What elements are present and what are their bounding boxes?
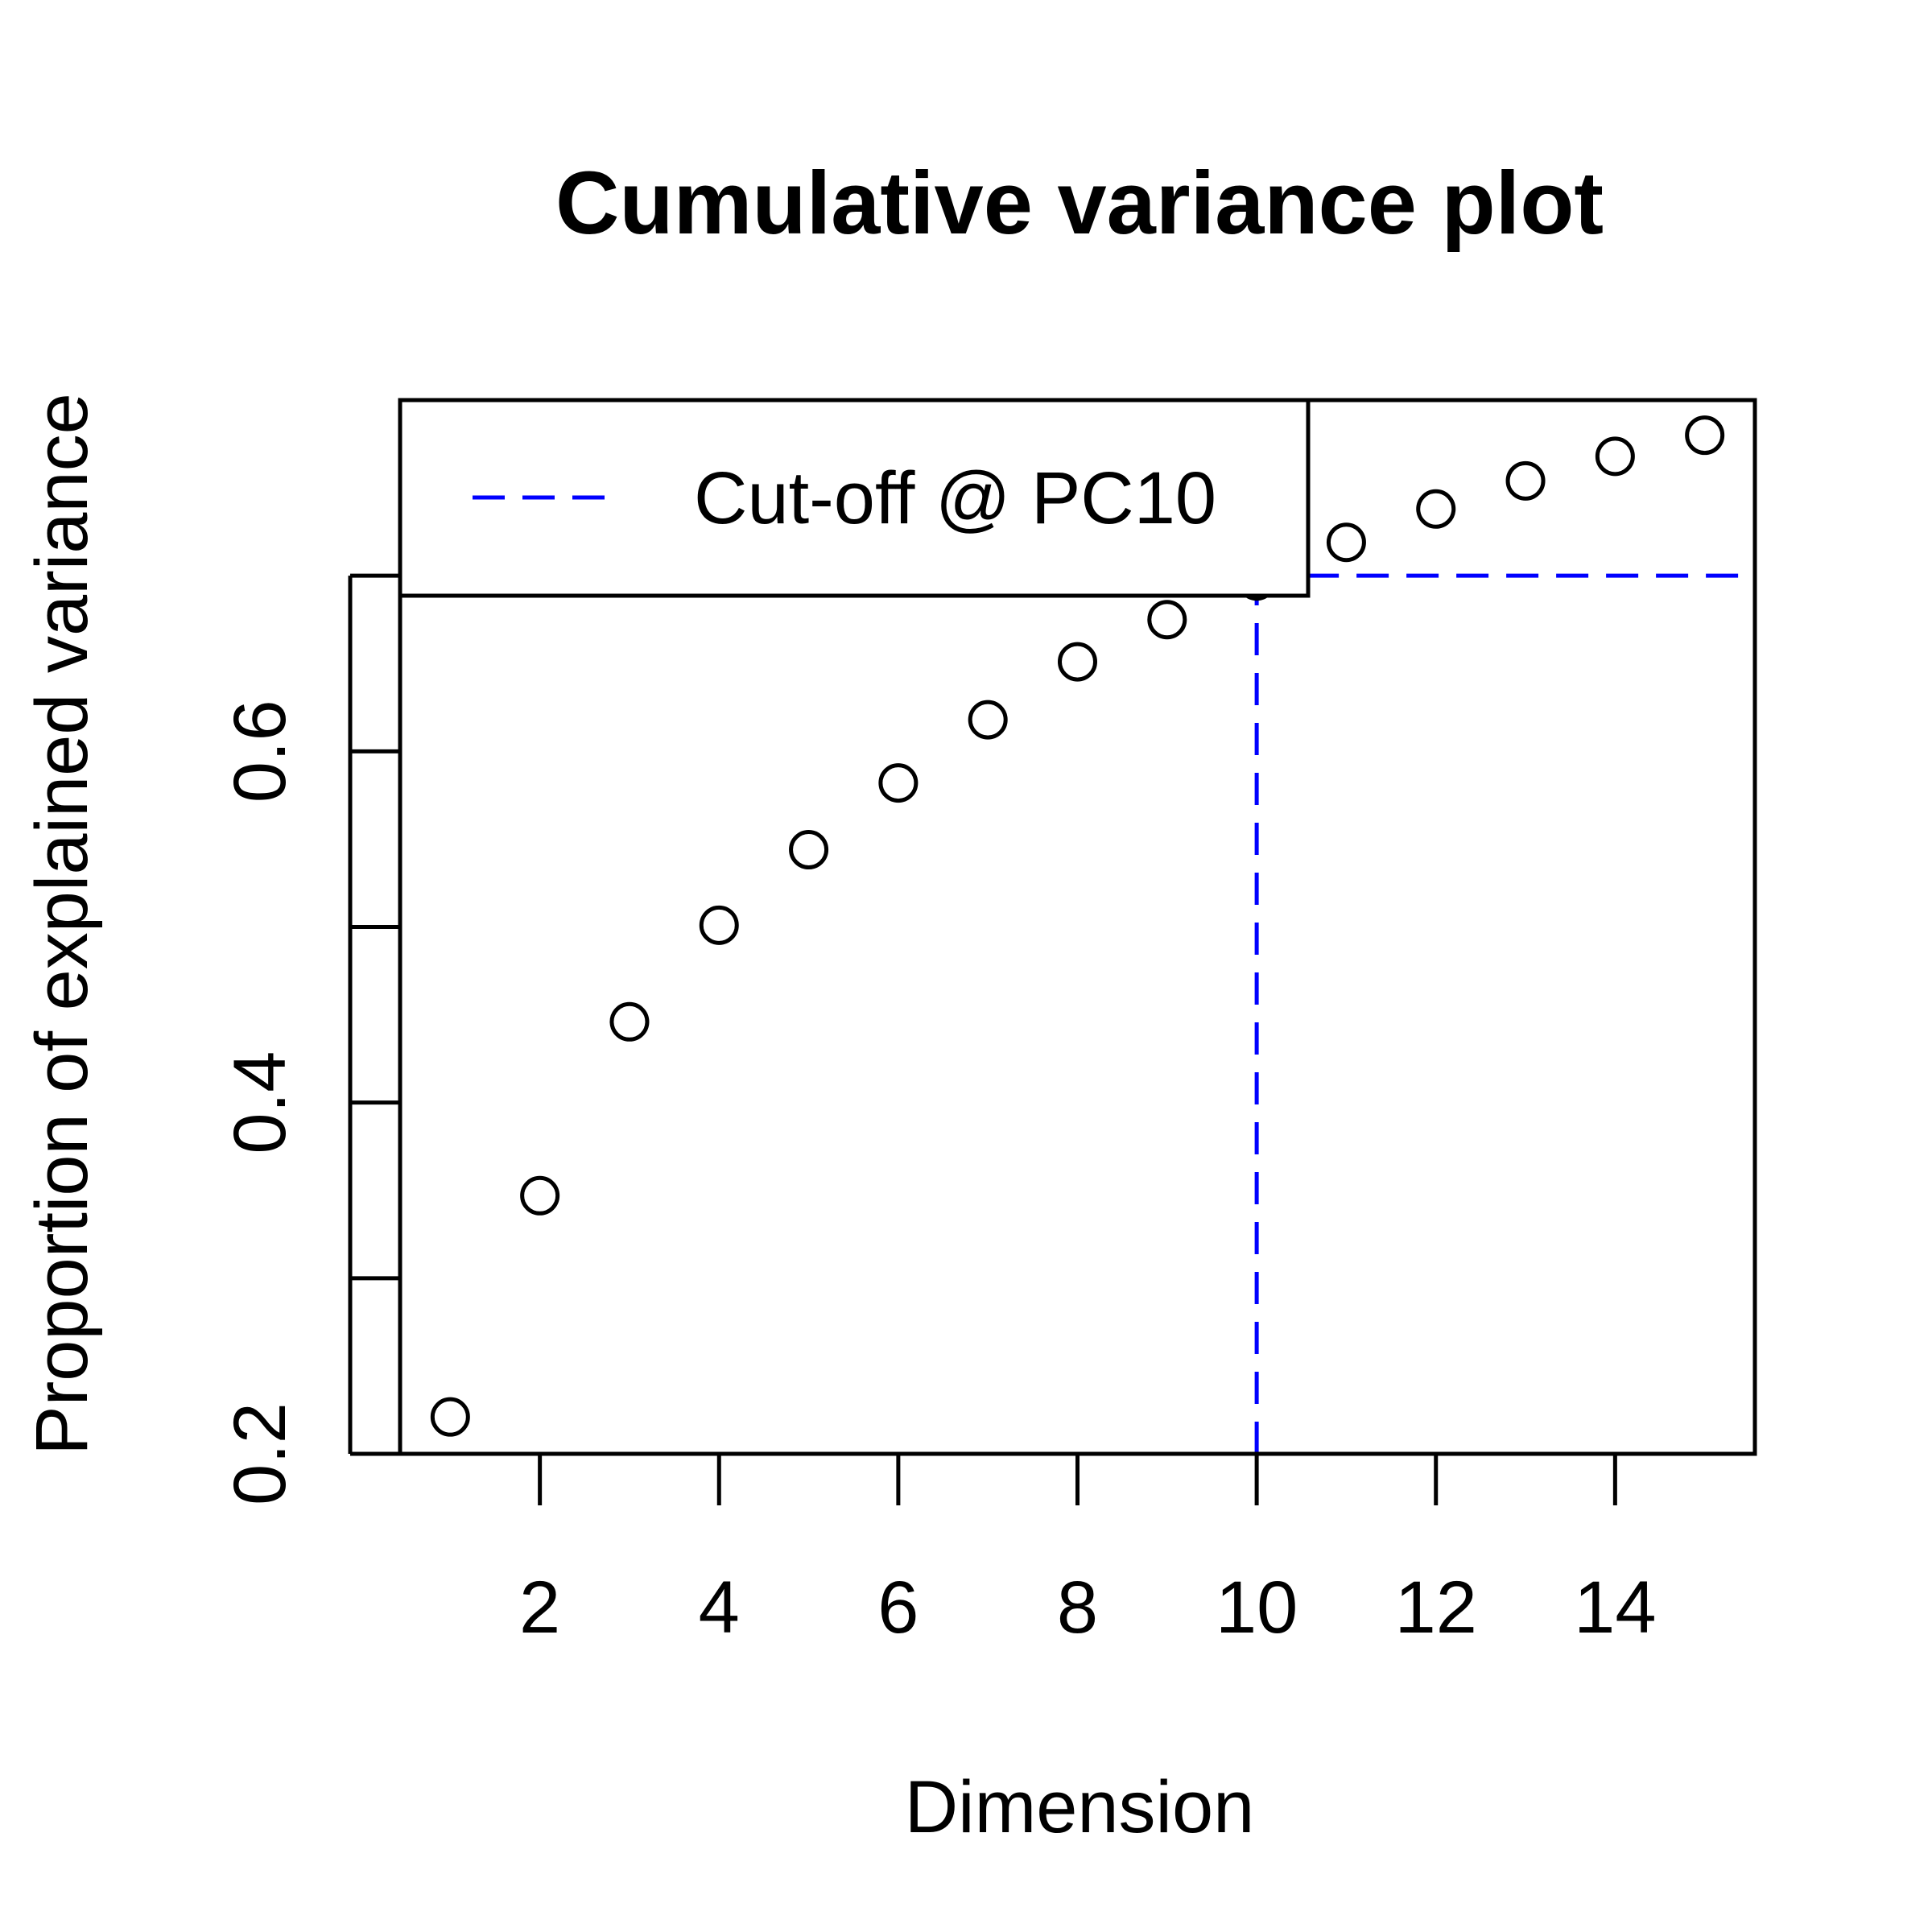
- data-point: [878, 763, 919, 803]
- data-point: [1595, 436, 1635, 477]
- data-point: [968, 700, 1008, 740]
- data-point: [1505, 460, 1546, 501]
- data-point: [789, 830, 829, 870]
- data-point: [520, 1175, 560, 1216]
- chart-title: Cumulative variance plot: [555, 154, 1604, 253]
- legend-label: Cut-off @ PC10: [694, 457, 1216, 539]
- x-axis: 2 4 6 8 10 12 14: [519, 1451, 1657, 1649]
- y-axis-label: Proportion of explained variance: [21, 393, 103, 1455]
- y-tick-label: 0.4: [219, 1051, 301, 1154]
- data-point: [1326, 522, 1366, 563]
- x-tick-label: 12: [1395, 1567, 1477, 1649]
- data-point: [1147, 600, 1187, 640]
- data-point: [1058, 642, 1097, 682]
- x-tick-label: 6: [877, 1567, 919, 1649]
- legend: Cut-off @ PC10: [398, 398, 1311, 598]
- data-points: [430, 415, 1725, 1437]
- data-point: [1416, 489, 1456, 529]
- data-point: [1685, 415, 1725, 456]
- x-tick-label: 4: [699, 1567, 740, 1649]
- x-tick-label: 8: [1057, 1567, 1098, 1649]
- data-point: [609, 1001, 650, 1042]
- x-axis-label: Dimension: [905, 1766, 1255, 1848]
- x-tick-label: 14: [1574, 1567, 1656, 1649]
- y-tick-label: 0.2: [219, 1402, 301, 1505]
- data-point: [430, 1397, 470, 1437]
- y-axis: 0.2 0.4 0.6: [219, 573, 400, 1505]
- x-tick-label: 2: [519, 1567, 560, 1649]
- cutoff-lines: [1254, 573, 1755, 1454]
- data-point: [699, 905, 739, 945]
- y-tick-label: 0.6: [219, 700, 301, 803]
- x-tick-label: 10: [1216, 1567, 1298, 1649]
